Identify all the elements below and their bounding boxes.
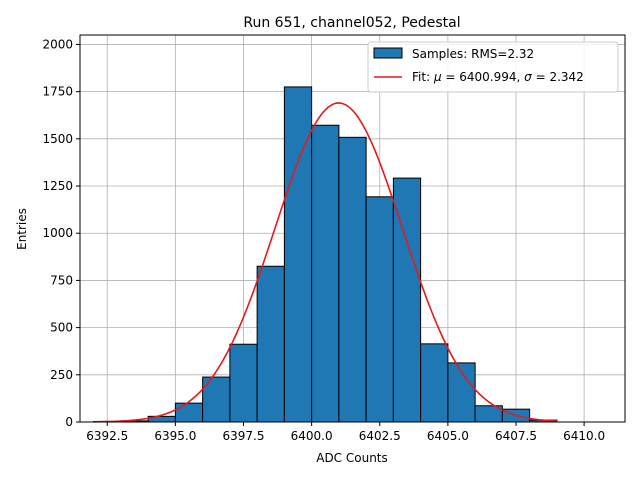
y-tick-label-1: 250 bbox=[50, 368, 73, 382]
legend-fit-part-1: Fit: bbox=[412, 70, 434, 84]
plot-frame bbox=[79, 34, 626, 423]
x-tick-label-7: 6410.0 bbox=[563, 429, 605, 443]
legend-label-fit: Fit: μ = 6400.994, σ = 2.342 bbox=[412, 70, 584, 84]
legend-label-samples: Samples: RMS=2.32 bbox=[412, 47, 534, 61]
legend-fit-mu-symbol: μ bbox=[433, 70, 442, 84]
y-tick-label-8: 2000 bbox=[42, 37, 73, 51]
y-tick-label-7: 1750 bbox=[42, 85, 73, 99]
legend-swatch-samples bbox=[373, 47, 403, 59]
y-axis-label: Entries bbox=[15, 208, 29, 250]
x-tick-label-1: 6395.0 bbox=[154, 429, 196, 443]
histogram-bar-8 bbox=[311, 124, 340, 423]
fit-curve-group bbox=[93, 102, 557, 423]
x-tick-label-6: 6407.5 bbox=[495, 429, 537, 443]
y-axis-ticks: 0 250 500 750 1000 1250 1500 1750 2000 bbox=[42, 37, 80, 429]
y-tick-label-6: 1500 bbox=[42, 132, 73, 146]
y-tick-label-5: 1250 bbox=[42, 179, 73, 193]
histogram-bar-6 bbox=[256, 265, 285, 423]
histogram-bar-5 bbox=[229, 343, 258, 423]
x-axis-label: ADC Counts bbox=[316, 451, 388, 465]
legend-fit-part-2: = 6400.994, bbox=[442, 70, 525, 84]
x-axis-ticks: 6392.5 6395.0 6397.5 6400.0 6402.5 6405.0 6407… bbox=[86, 422, 605, 443]
x-tick-label-4: 6402.5 bbox=[359, 429, 401, 443]
histogram-bar-3 bbox=[174, 402, 204, 423]
histogram-bar-12 bbox=[420, 343, 449, 423]
histogram-bar-11 bbox=[392, 177, 422, 423]
legend-fit-sigma-symbol: σ bbox=[524, 70, 532, 84]
y-tick-label-0: 0 bbox=[65, 415, 73, 429]
x-tick-label-3: 6400.0 bbox=[291, 429, 333, 443]
legend-fit-part-3: = 2.342 bbox=[532, 70, 584, 84]
histogram-bar-10 bbox=[365, 196, 394, 423]
y-tick-label-2: 500 bbox=[50, 321, 73, 335]
y-tick-label-4: 1000 bbox=[42, 226, 73, 240]
x-tick-label-2: 6397.5 bbox=[223, 429, 265, 443]
gaussian-fit-curve bbox=[93, 102, 557, 423]
legend-frame bbox=[367, 41, 619, 93]
x-tick-label-0: 6392.5 bbox=[86, 429, 128, 443]
x-tick-label-5: 6405.0 bbox=[427, 429, 469, 443]
y-tick-label-3: 750 bbox=[50, 273, 73, 287]
histogram-bar-9 bbox=[338, 136, 367, 423]
legend: Samples: RMS=2.32 Fit: μ = 6400.994, σ =… bbox=[367, 41, 619, 93]
chart-title: Run 651, channel052, Pedestal bbox=[243, 15, 460, 31]
